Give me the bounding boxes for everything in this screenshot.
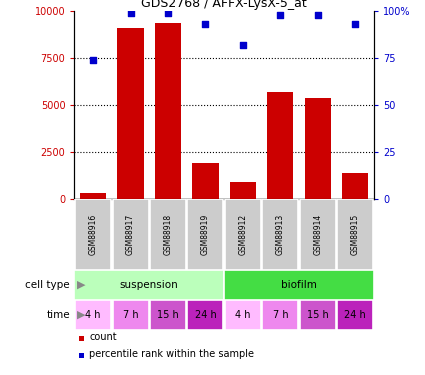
- Bar: [267, 92, 294, 199]
- Point: [127, 10, 134, 16]
- Bar: [225, 300, 261, 330]
- Text: 4 h: 4 h: [85, 310, 101, 320]
- Text: GSM88919: GSM88919: [201, 214, 210, 255]
- Bar: [80, 193, 106, 199]
- Bar: [337, 300, 373, 330]
- Bar: [262, 199, 298, 270]
- Text: suspension: suspension: [120, 280, 178, 290]
- Bar: [75, 199, 111, 270]
- Bar: [75, 300, 111, 330]
- Bar: [187, 300, 224, 330]
- Text: 24 h: 24 h: [195, 310, 216, 320]
- Text: 24 h: 24 h: [344, 310, 366, 320]
- Bar: [150, 300, 186, 330]
- Bar: [337, 199, 373, 270]
- Bar: [150, 199, 186, 270]
- Point: [202, 21, 209, 27]
- Bar: [300, 199, 336, 270]
- Bar: [224, 270, 374, 300]
- Bar: [117, 28, 144, 199]
- Text: GSM88915: GSM88915: [351, 214, 360, 255]
- Bar: [113, 300, 148, 330]
- Text: 7 h: 7 h: [123, 310, 139, 320]
- Text: time: time: [46, 310, 70, 320]
- Text: 15 h: 15 h: [157, 310, 179, 320]
- Point: [240, 42, 246, 48]
- Title: GDS2768 / AFFX-LysX-5_at: GDS2768 / AFFX-LysX-5_at: [141, 0, 307, 10]
- Point: [90, 57, 96, 63]
- Text: GSM88917: GSM88917: [126, 214, 135, 255]
- Text: GSM88913: GSM88913: [276, 214, 285, 255]
- Text: ▶: ▶: [76, 280, 85, 290]
- Bar: [155, 22, 181, 199]
- Bar: [193, 163, 218, 199]
- Bar: [225, 199, 261, 270]
- Text: GSM88918: GSM88918: [164, 214, 173, 255]
- Text: percentile rank within the sample: percentile rank within the sample: [89, 349, 254, 358]
- Text: cell type: cell type: [26, 280, 70, 290]
- Bar: [305, 98, 331, 199]
- Text: 7 h: 7 h: [272, 310, 288, 320]
- Bar: [74, 270, 224, 300]
- Bar: [187, 199, 224, 270]
- Text: GSM88914: GSM88914: [313, 214, 322, 255]
- Text: count: count: [89, 332, 117, 342]
- Text: biofilm: biofilm: [281, 280, 317, 290]
- Point: [352, 21, 359, 27]
- Point: [164, 10, 171, 16]
- Text: 15 h: 15 h: [307, 310, 329, 320]
- Bar: [300, 300, 336, 330]
- Bar: [262, 300, 298, 330]
- Bar: [113, 199, 148, 270]
- Text: 4 h: 4 h: [235, 310, 251, 320]
- Text: ▶: ▶: [76, 310, 85, 320]
- Bar: [342, 172, 368, 199]
- Bar: [230, 182, 256, 199]
- Point: [314, 12, 321, 18]
- Point: [277, 12, 284, 18]
- Text: GSM88916: GSM88916: [88, 214, 98, 255]
- Text: GSM88912: GSM88912: [238, 214, 247, 255]
